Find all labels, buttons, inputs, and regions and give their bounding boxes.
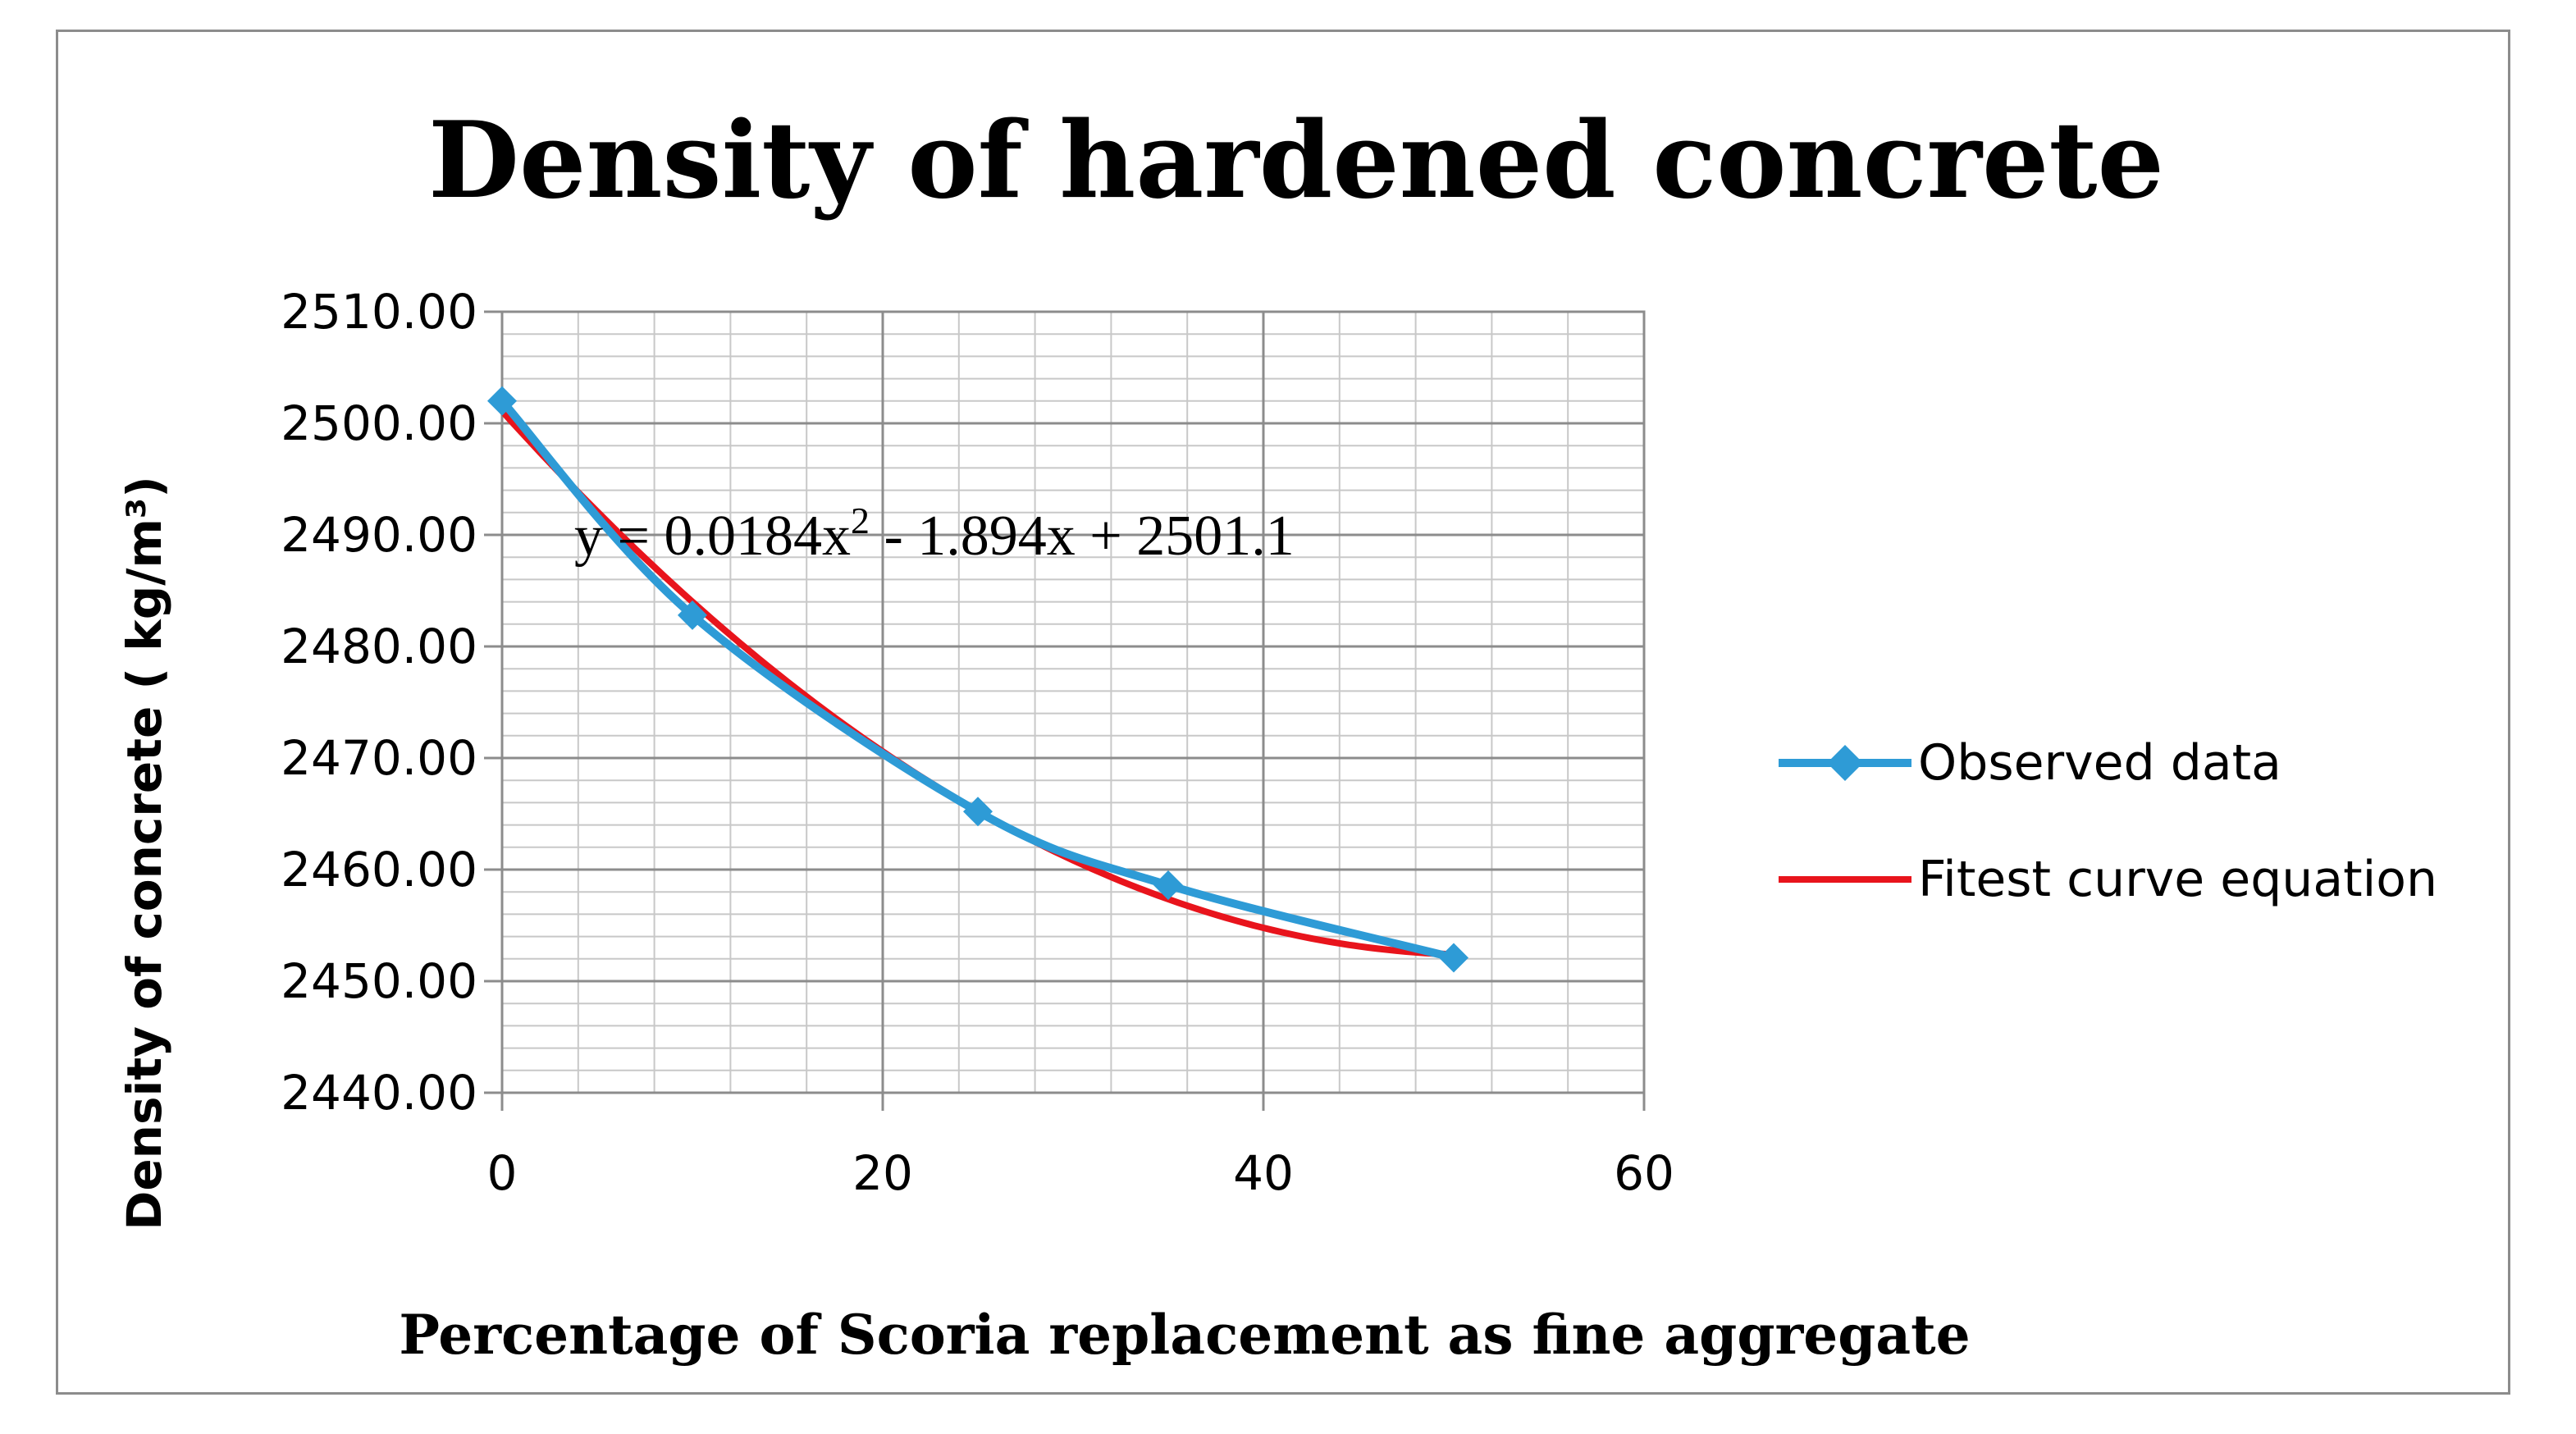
plot-area-border [500, 310, 1646, 1094]
observed-point [963, 797, 993, 827]
y-tick-label: 2440.00 [281, 1065, 477, 1121]
y-tick-label: 2510.00 [281, 284, 477, 340]
chart-title: Density of hardened concrete [428, 99, 2164, 222]
y-axis-ticks: 2440.00 2450.00 2460.00 2470.00 2480.00 2490.… [281, 284, 502, 1121]
observed-point [1153, 870, 1183, 901]
x-tick-label: 60 [1614, 1145, 1674, 1201]
y-tick-label: 2460.00 [281, 842, 477, 897]
legend-item-fit: Fitest curve equation [1779, 851, 2437, 908]
legend-item-observed: Observed data [1779, 734, 2281, 792]
legend-observed-label: Observed data [1918, 734, 2281, 792]
legend: Observed data Fitest curve equation [1779, 734, 2437, 908]
observed-point [487, 386, 517, 416]
fit-curve-series [500, 409, 1455, 958]
legend-fit-label: Fitest curve equation [1918, 851, 2437, 908]
x-tick-label: 40 [1233, 1145, 1294, 1201]
regression-equation: y = 0.0184x2 - 1.894x + 2501.1 [574, 500, 1295, 568]
observed-point [678, 600, 707, 630]
fit-curve-line [500, 409, 1455, 958]
x-tick-label: 20 [852, 1145, 913, 1201]
chart-frame [56, 30, 2510, 1395]
grid-major [500, 310, 1646, 1094]
y-tick-label: 2450.00 [281, 953, 477, 1009]
observed-line [499, 398, 1455, 962]
y-tick-label: 2480.00 [281, 619, 477, 674]
observed-point [1439, 943, 1468, 973]
y-tick-label: 2490.00 [281, 507, 477, 563]
grid-minor [501, 311, 1645, 1094]
observed-series [487, 386, 1468, 973]
x-tick-label: 0 [487, 1145, 518, 1201]
y-tick-label: 2500.00 [281, 395, 477, 451]
legend-observed-marker [1827, 745, 1863, 781]
y-tick-label: 2470.00 [281, 730, 477, 786]
x-axis-label: Percentage of Scoria replacement as fine… [399, 1303, 1970, 1367]
x-axis-ticks: 0 20 40 60 [487, 1093, 1674, 1201]
y-axis-label: Density of concrete ( kg/m³) [116, 476, 172, 1231]
